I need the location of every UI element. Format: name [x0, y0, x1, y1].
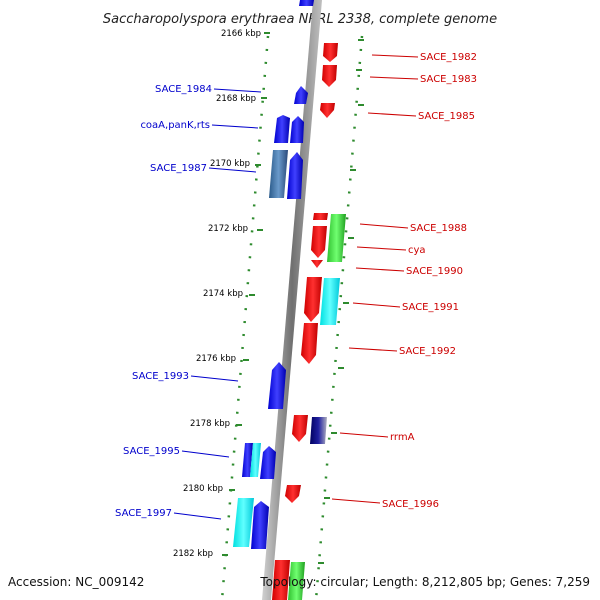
gene-arrow-reverse[interactable] [304, 277, 322, 322]
gene-label[interactable]: rrmA [390, 432, 415, 443]
right-gene-labels: SACE_1982 SACE_1983 SACE_1985 SACE_1988 … [331, 52, 477, 510]
gene-arrow-forward[interactable] [260, 446, 276, 479]
gene-arrow-reverse[interactable] [311, 226, 327, 258]
kbp-labels: 2166 kbp 2168 kbp 2170 kbp 2172 kbp 2174… [173, 29, 261, 559]
gene-label[interactable]: SACE_1997 [115, 508, 172, 519]
gene-arrow-forward[interactable] [250, 443, 261, 477]
label-leader-line [339, 432, 389, 438]
major-ticks [222, 32, 364, 564]
gene-label[interactable]: SACE_1993 [132, 371, 189, 382]
kbp-label: 2176 kbp [196, 354, 236, 364]
gene-arrow-reverse[interactable] [311, 260, 323, 268]
gene-label[interactable]: SACE_1996 [382, 499, 439, 510]
gene-arrow-forward[interactable] [268, 362, 286, 409]
gene-arrow-forward[interactable] [269, 150, 288, 198]
gene-arrow-reverse[interactable] [301, 323, 318, 364]
forward-strand-genes [233, 0, 314, 549]
gene-label[interactable]: SACE_1983 [420, 74, 477, 85]
kbp-label: 2182 kbp [173, 549, 213, 559]
kbp-label: 2178 kbp [190, 419, 230, 429]
map-title: Saccharopolyspora erythraea NRRL 2338, c… [103, 12, 497, 27]
label-leader-line [369, 76, 419, 80]
gene-arrow-forward[interactable] [233, 498, 254, 547]
label-leader-line [181, 450, 230, 458]
gene-arrow-reverse[interactable] [313, 213, 328, 220]
gene-arrow-reverse[interactable] [327, 214, 346, 262]
label-leader-line [352, 302, 401, 308]
gene-arrow-forward[interactable] [242, 443, 253, 477]
gene-arrow-reverse[interactable] [320, 103, 335, 118]
gene-arrow-reverse[interactable] [320, 278, 340, 325]
gene-label[interactable]: SACE_1982 [420, 52, 477, 63]
gene-arrow-reverse[interactable] [285, 485, 301, 503]
gene-arrow-forward[interactable] [274, 115, 290, 143]
gene-arrow-reverse[interactable] [310, 417, 327, 444]
kbp-label: 2174 kbp [203, 289, 243, 299]
label-leader-line [211, 124, 259, 129]
gene-arrow-reverse[interactable] [322, 65, 337, 87]
kbp-label: 2180 kbp [183, 484, 223, 494]
gene-arrow-reverse[interactable] [272, 560, 290, 600]
label-leader-line [367, 112, 417, 117]
gene-label[interactable]: SACE_1992 [399, 346, 456, 357]
gene-arrow-forward[interactable] [287, 152, 303, 199]
label-leader-line [348, 347, 398, 352]
label-leader-line [190, 375, 239, 382]
kbp-label: 2168 kbp [216, 94, 256, 104]
gene-label[interactable]: SACE_1987 [150, 163, 207, 174]
label-leader-line [331, 498, 381, 504]
gene-arrow-forward[interactable] [290, 116, 304, 143]
kbp-label: 2172 kbp [208, 224, 248, 234]
label-leader-line [371, 54, 419, 58]
gene-label[interactable]: coaA,panK,rts [140, 120, 210, 131]
label-leader-line [213, 88, 262, 93]
label-leader-line [355, 267, 405, 272]
label-leader-line [359, 223, 409, 229]
gene-arrow-forward[interactable] [251, 501, 269, 549]
accession-text: Accession: NC_009142 [8, 575, 144, 589]
gene-label[interactable]: SACE_1995 [123, 446, 180, 457]
gene-label[interactable]: SACE_1985 [418, 111, 475, 122]
gene-arrow-forward[interactable] [294, 86, 308, 104]
gene-label[interactable]: SACE_1991 [402, 302, 459, 313]
gene-label[interactable]: SACE_1990 [406, 266, 463, 277]
gene-label[interactable]: SACE_1984 [155, 84, 212, 95]
kbp-label: 2170 kbp [210, 159, 250, 169]
gene-arrow-reverse[interactable] [288, 562, 305, 600]
label-leader-line [208, 167, 257, 173]
left-gene-labels: SACE_1984 coaA,panK,rts SACE_1987 SACE_1… [115, 84, 262, 520]
gene-arrow-forward[interactable] [299, 0, 314, 6]
label-leader-line [173, 512, 222, 520]
topology-text: Topology: circular; Length: 8,212,805 bp… [259, 575, 590, 589]
kbp-label: 2166 kbp [221, 29, 261, 39]
genome-backbone [262, 0, 322, 600]
gene-label[interactable]: SACE_1988 [410, 223, 467, 234]
reverse-strand-genes [272, 43, 346, 600]
gene-arrow-reverse[interactable] [292, 415, 308, 442]
gene-label[interactable]: cya [408, 245, 426, 256]
label-leader-line [356, 246, 407, 251]
gene-arrow-reverse[interactable] [323, 43, 338, 62]
